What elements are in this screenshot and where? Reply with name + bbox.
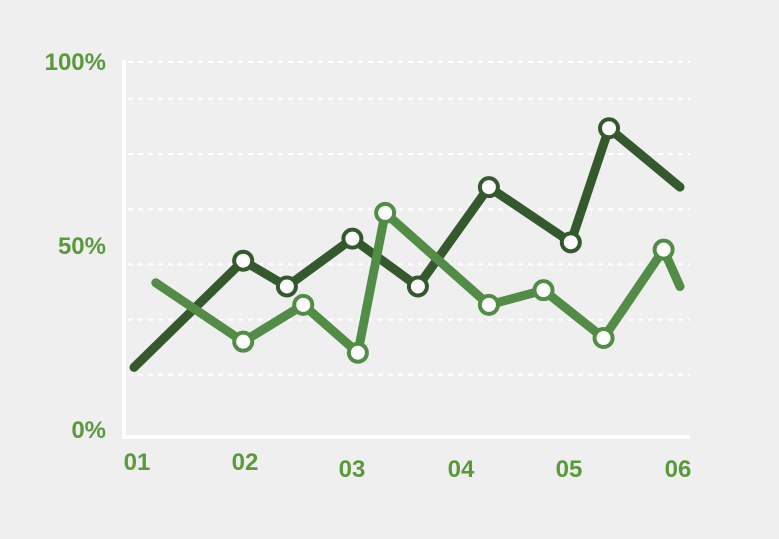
- axes: [122, 60, 690, 439]
- series-2-point-6: [477, 293, 500, 316]
- series-markers: [232, 117, 675, 364]
- series-2-point-9: [652, 238, 675, 261]
- x-tick-label-2: 03: [339, 456, 366, 483]
- series-2-line: [151, 208, 685, 358]
- x-tick-label-1: 02: [232, 449, 259, 476]
- series-2-point-5: [374, 201, 397, 224]
- series-2-point-2: [232, 330, 255, 353]
- series-1-point-5: [406, 275, 429, 298]
- series-1-point-6: [477, 176, 500, 199]
- grid-lines: [128, 61, 690, 376]
- series-1-point-7: [559, 231, 582, 254]
- series-1-point-2: [232, 249, 255, 272]
- series-2-point-3: [292, 293, 315, 316]
- series-2-point-4: [346, 341, 369, 364]
- series-1-point-3: [275, 275, 298, 298]
- series-1-point-8: [598, 117, 621, 140]
- x-tick-label-3: 04: [448, 456, 475, 483]
- y-tick-label-0: 0%: [71, 417, 106, 444]
- x-tick-labels: 01 02 03 04 05 06: [124, 449, 692, 483]
- series-2-point-8: [592, 327, 615, 349]
- y-tick-labels: 0% 50% 100%: [45, 49, 106, 444]
- x-tick-label-4: 05: [556, 456, 583, 483]
- y-tick-label-2: 100%: [45, 49, 106, 76]
- y-tick-label-1: 50%: [58, 233, 106, 260]
- x-tick-label-5: 06: [665, 456, 692, 483]
- series-2-point-7: [532, 279, 555, 302]
- x-tick-label-0: 01: [124, 449, 151, 476]
- series-1-point-4: [341, 227, 364, 250]
